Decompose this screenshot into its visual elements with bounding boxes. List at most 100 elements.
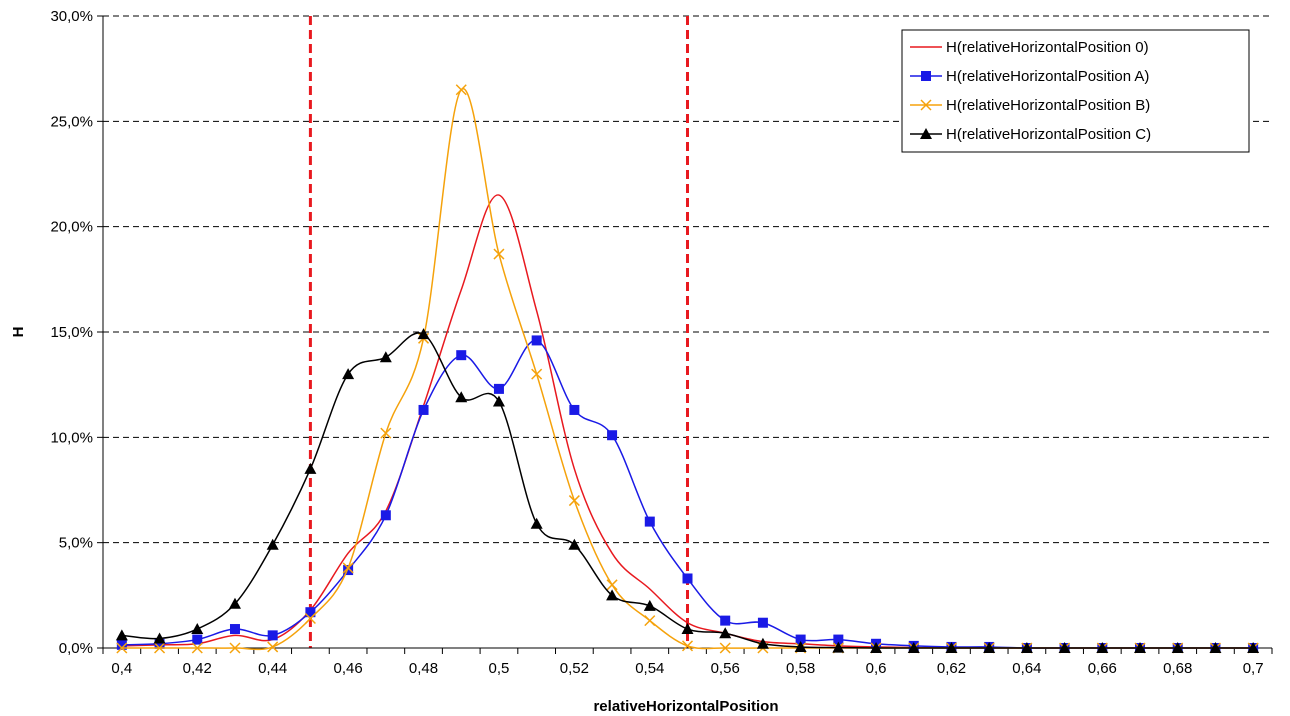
triangle-marker bbox=[1058, 642, 1071, 653]
square-marker bbox=[343, 565, 354, 576]
x-marker bbox=[191, 642, 203, 654]
triangle-marker bbox=[530, 517, 543, 529]
x-marker bbox=[455, 84, 467, 96]
x-marker bbox=[644, 615, 656, 627]
triangle-marker bbox=[228, 597, 241, 609]
x-marker bbox=[380, 427, 392, 439]
x-marker-stroke bbox=[606, 579, 618, 591]
x-marker bbox=[920, 99, 932, 111]
x-tick-label: 0,5 bbox=[489, 660, 510, 677]
square-marker bbox=[418, 404, 429, 415]
x-tick-label: 0,46 bbox=[334, 660, 363, 677]
x-tick-label: 0,68 bbox=[1163, 660, 1192, 677]
triangle-marker bbox=[983, 642, 996, 653]
legend-label: H(relativeHorizontalPosition C) bbox=[946, 126, 1151, 143]
triangle-marker bbox=[304, 462, 317, 474]
x-marker-stroke bbox=[681, 640, 694, 652]
x-tick-label: 0,66 bbox=[1088, 660, 1117, 677]
x-marker-stroke bbox=[644, 615, 656, 627]
triangle-marker bbox=[342, 368, 355, 380]
y-tick-label: 5,0% bbox=[59, 535, 93, 552]
legend-label: H(relativeHorizontalPosition A) bbox=[946, 68, 1149, 85]
x-marker-stroke bbox=[267, 641, 279, 653]
x-marker-stroke bbox=[342, 562, 354, 574]
square-marker bbox=[531, 335, 542, 346]
x-marker-stroke bbox=[304, 612, 316, 625]
legend-label: H(relativeHorizontalPosition 0) bbox=[946, 39, 1149, 56]
square-marker bbox=[229, 624, 240, 635]
y-tick-label: 20,0% bbox=[50, 219, 93, 236]
square-marker bbox=[644, 516, 655, 527]
x-marker bbox=[606, 579, 618, 591]
triangle-marker bbox=[945, 642, 958, 653]
x-marker-stroke bbox=[719, 642, 731, 654]
legend-item: H(relativeHorizontalPosition A) bbox=[910, 68, 1149, 85]
square-marker bbox=[116, 639, 127, 650]
square-marker bbox=[456, 350, 467, 361]
square-marker bbox=[267, 630, 278, 641]
square-marker bbox=[569, 404, 580, 415]
x-tick-label: 0,6 bbox=[866, 660, 887, 677]
triangle-marker bbox=[719, 627, 732, 639]
triangle-marker bbox=[266, 538, 279, 550]
triangle-marker bbox=[794, 640, 807, 652]
x-tick-label: 0,58 bbox=[786, 660, 815, 677]
triangle-marker bbox=[870, 642, 883, 653]
triangle-marker bbox=[832, 641, 845, 653]
series-3 bbox=[115, 328, 1260, 653]
triangle-marker bbox=[1247, 642, 1260, 653]
x-marker bbox=[229, 642, 241, 654]
x-marker-stroke bbox=[380, 427, 392, 439]
x-tick-label: 0,42 bbox=[183, 660, 212, 677]
triangle-marker bbox=[606, 589, 619, 601]
x-tick-label: 0,64 bbox=[1012, 660, 1041, 677]
triangle-marker bbox=[115, 629, 128, 641]
x-marker bbox=[568, 495, 580, 507]
triangle-marker bbox=[417, 328, 430, 340]
square-marker bbox=[154, 638, 165, 649]
x-tick-label: 0,52 bbox=[560, 660, 589, 677]
x-marker-stroke bbox=[116, 642, 128, 654]
square-marker bbox=[720, 615, 731, 626]
legend-item: H(relativeHorizontalPosition B) bbox=[910, 97, 1150, 114]
x-tick-label: 0,54 bbox=[635, 660, 664, 677]
square-marker bbox=[833, 634, 844, 645]
x-marker-stroke bbox=[531, 368, 543, 380]
legend-box bbox=[901, 29, 1250, 153]
x-marker-stroke bbox=[920, 99, 932, 111]
triangle-marker bbox=[1171, 642, 1184, 653]
legend-item: H(relativeHorizontalPosition C) bbox=[910, 126, 1151, 143]
x-tick-label: 0,56 bbox=[711, 660, 740, 677]
square-marker bbox=[921, 71, 931, 81]
x-marker bbox=[493, 248, 505, 260]
square-marker bbox=[380, 510, 391, 521]
x-marker bbox=[304, 612, 316, 625]
x-marker bbox=[267, 641, 279, 653]
square-marker bbox=[305, 607, 316, 618]
triangle-marker bbox=[920, 128, 932, 139]
square-marker bbox=[682, 573, 693, 584]
triangle-marker bbox=[153, 632, 166, 644]
y-tick-label: 0,0% bbox=[59, 640, 93, 657]
triangle-marker bbox=[681, 623, 694, 635]
x-marker bbox=[531, 368, 543, 380]
legend: H(relativeHorizontalPosition 0) H(relativ… bbox=[901, 29, 1250, 153]
triangle-marker bbox=[1020, 642, 1033, 653]
x-marker-stroke bbox=[229, 642, 241, 654]
triangle-marker bbox=[492, 395, 505, 407]
square-marker bbox=[795, 634, 806, 645]
y-tick-label: 15,0% bbox=[50, 324, 93, 341]
triangle-marker bbox=[1096, 642, 1109, 653]
square-marker bbox=[192, 634, 203, 645]
triangle-marker bbox=[379, 351, 392, 363]
legend-label: H(relativeHorizontalPosition B) bbox=[946, 97, 1150, 114]
legend-item: H(relativeHorizontalPosition 0) bbox=[910, 39, 1149, 56]
x-marker-stroke bbox=[568, 495, 580, 507]
y-tick-label: 10,0% bbox=[50, 429, 93, 446]
triangle-marker bbox=[568, 538, 581, 550]
square-marker bbox=[607, 430, 618, 441]
x-axis-title: relativeHorizontalPosition bbox=[593, 698, 778, 715]
triangle-marker bbox=[643, 599, 656, 611]
